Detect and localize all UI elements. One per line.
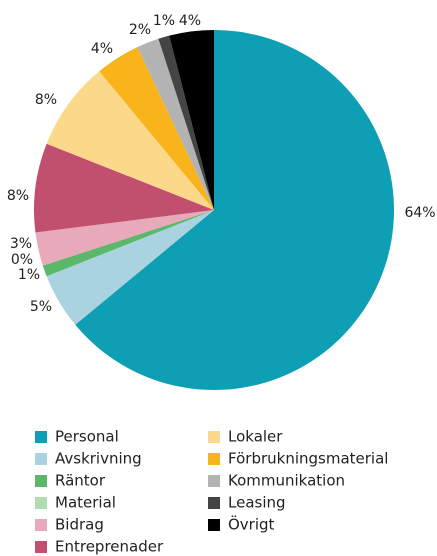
slice-label: 64% xyxy=(404,205,435,221)
legend-label: Lokaler xyxy=(228,428,283,446)
legend-swatch xyxy=(35,431,47,443)
slice-label: 4% xyxy=(179,13,201,29)
pie-slice xyxy=(34,143,214,233)
slice-label: 3% xyxy=(10,236,32,252)
pie-slice xyxy=(46,71,215,210)
slice-label: 1% xyxy=(18,267,40,283)
legend-swatch xyxy=(35,453,47,465)
legend-swatch xyxy=(35,541,47,553)
legend-label: Material xyxy=(55,494,116,512)
legend-swatch xyxy=(208,497,220,509)
slice-label: 8% xyxy=(7,188,29,204)
slice-label: 0% xyxy=(11,252,33,268)
slice-label: 8% xyxy=(35,92,57,108)
pie-slice xyxy=(137,38,214,210)
pie-slice xyxy=(169,30,214,210)
legend-label: Entreprenader xyxy=(55,538,164,556)
pie-slice xyxy=(35,210,214,266)
legend-label: Förbrukningsmaterial xyxy=(228,450,388,468)
legend-swatch xyxy=(208,453,220,465)
slice-label: 5% xyxy=(30,299,52,315)
legend-label: Övrigt xyxy=(228,515,275,534)
pie-slice xyxy=(42,210,214,277)
legend-swatch xyxy=(208,475,220,487)
pie-slice xyxy=(46,210,215,325)
legend-label: Leasing xyxy=(228,494,286,512)
pie-slice xyxy=(75,30,394,390)
legend-swatch xyxy=(35,519,47,531)
legend-swatch xyxy=(35,497,47,509)
legend-label: Personal xyxy=(55,428,119,446)
slice-label: 1% xyxy=(153,13,175,29)
legend-label: Bidrag xyxy=(55,516,104,534)
legend-swatch xyxy=(35,475,47,487)
slice-label: 4% xyxy=(91,41,113,57)
legend-label: Kommunikation xyxy=(228,472,345,490)
legend-swatch xyxy=(208,519,220,531)
pie-slice xyxy=(158,35,214,210)
slice-label: 2% xyxy=(129,22,151,38)
pie-slice xyxy=(99,47,214,210)
legend-swatch xyxy=(208,431,220,443)
legend-label: Räntor xyxy=(55,472,106,490)
legend-label: Avskrivning xyxy=(55,450,142,468)
